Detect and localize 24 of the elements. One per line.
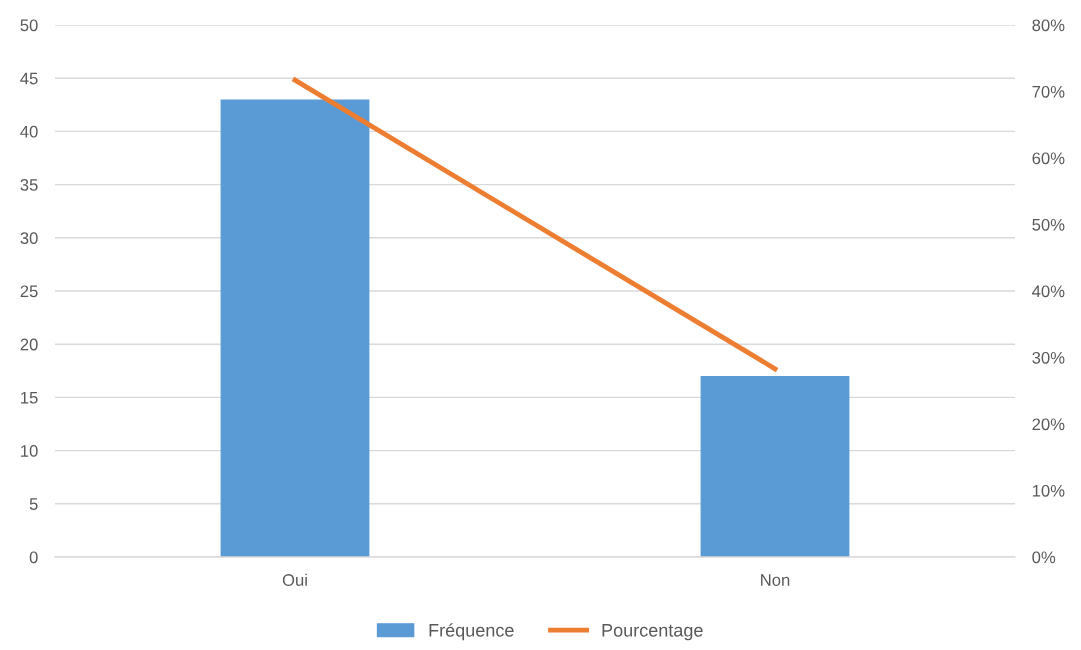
y-tick-label: 20 bbox=[20, 338, 38, 351]
y-tick-label: 40 bbox=[20, 125, 38, 138]
x-tick-label: Oui bbox=[282, 573, 307, 586]
y-tick-label: 30 bbox=[20, 232, 38, 244]
y2-tick-label: 10% bbox=[1032, 484, 1065, 497]
y-tick-label: 15 bbox=[21, 391, 38, 404]
legend-label: Fréquence bbox=[429, 623, 514, 641]
legend-label: Pourcentage bbox=[602, 624, 703, 641]
y2-tick-label: 60% bbox=[1032, 152, 1065, 165]
y2-tick-label: 30% bbox=[1032, 351, 1065, 364]
y-tick-label: 35 bbox=[20, 179, 38, 191]
y-tick-label: 45 bbox=[20, 72, 38, 85]
y2-tick-label: 80% bbox=[1032, 19, 1065, 32]
y2-tick-label: 70% bbox=[1032, 85, 1065, 98]
y2-tick-label: 20% bbox=[1032, 418, 1065, 431]
y-tick-label: 50 bbox=[20, 19, 38, 32]
y-tick-label: 0 bbox=[29, 551, 38, 564]
y2-tick-label: 50% bbox=[1032, 218, 1065, 231]
x-tick-label: Non bbox=[761, 574, 790, 586]
y-tick-label: 10 bbox=[21, 445, 38, 457]
y2-tick-label: 40% bbox=[1032, 285, 1065, 298]
y-tick-label: 25 bbox=[20, 285, 38, 298]
y-tick-label: 5 bbox=[29, 498, 38, 510]
y2-tick-label: 0% bbox=[1032, 551, 1056, 564]
